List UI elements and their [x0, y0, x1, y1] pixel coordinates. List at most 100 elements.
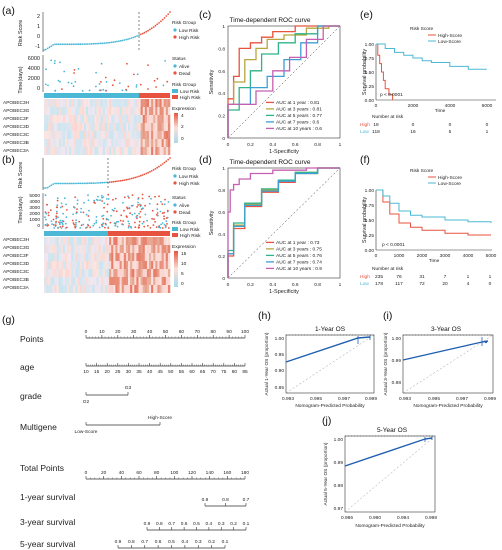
c-ylabel: Sensitivity [209, 69, 215, 94]
nomo-tick-label: 0.4 [182, 539, 189, 545]
heatmap-cell [79, 99, 83, 107]
b-gene: APOBEC3H [3, 237, 30, 243]
heatmap-cell [44, 253, 47, 261]
survival-point [63, 70, 66, 73]
heatmap-cell [54, 269, 57, 277]
heatmap-cell [90, 269, 93, 277]
heatmap-cell [153, 277, 156, 285]
heatmap-cell [102, 277, 106, 285]
a-legend-swatch-low [172, 89, 178, 93]
panel-g-label: (g) [2, 314, 15, 326]
heatmap-cell [46, 285, 49, 293]
heatmap-cell [163, 123, 167, 131]
heatmap-cell [123, 253, 127, 261]
heatmap-cell [138, 123, 141, 131]
heatmap-cell [50, 131, 53, 139]
heatmap-cell [125, 123, 129, 131]
heatmap-cell [54, 253, 57, 261]
heatmap-cell [88, 269, 91, 277]
heatmap-cell [90, 131, 93, 139]
heatmap-cell [157, 115, 160, 123]
survival-point [150, 197, 152, 200]
heatmap-cell [111, 269, 114, 277]
heatmap-cell [65, 269, 68, 277]
b-legend-title: Risk Group [172, 166, 196, 172]
heatmap-cell [48, 139, 51, 147]
heatmap-cell [56, 237, 59, 245]
survival-point [100, 62, 103, 65]
km-series-line [376, 189, 492, 223]
f-risk-cell: 178 [375, 281, 383, 287]
nomo-row-label: 5-year survival [20, 539, 75, 549]
heatmap-cell [155, 115, 158, 123]
survival-point [155, 226, 158, 229]
heatmap-cell [161, 253, 164, 261]
b-legend-title: Status [172, 195, 186, 201]
h-ylabel: Actual 1-Year OS (proportion) [264, 332, 270, 395]
heatmap-cell [92, 261, 95, 269]
e-ytick: 0.00 [365, 98, 375, 104]
heatmap-cell [155, 261, 158, 269]
heatmap-cell [94, 269, 97, 277]
f-risk-cell: 76 [396, 274, 402, 280]
heatmap-cell [75, 107, 78, 115]
heatmap-cell [90, 261, 93, 269]
heatmap-cell [98, 285, 101, 293]
heatmap-cell [146, 99, 150, 107]
heatmap-cell [115, 115, 118, 123]
heatmap-cell [58, 99, 62, 107]
heatmap-cell [163, 115, 167, 123]
nomo-tick-label: 85 [242, 369, 248, 375]
f-ytick: 1.00 [365, 188, 375, 194]
heatmap-cell [50, 123, 53, 131]
nomo-tick-label: 0.5 [193, 521, 200, 527]
heatmap-cell [100, 107, 104, 115]
heatmap-cell [65, 115, 68, 123]
heatmap-cell [142, 237, 146, 245]
heatmap-cell [44, 107, 47, 115]
heatmap-cell [123, 123, 127, 131]
heatmap-cell [52, 277, 55, 285]
heatmap-cell [56, 131, 59, 139]
nomo-grade-label: G2 [83, 399, 90, 405]
heatmap-cell [67, 269, 70, 277]
heatmap-cell [58, 245, 62, 253]
a-gene: APOBEC3D [3, 124, 30, 130]
survival-point [107, 218, 110, 221]
a-scatter-points [45, 59, 169, 92]
risk-point [74, 43, 76, 46]
heatmap-cell [96, 245, 99, 253]
risk-point [65, 43, 67, 46]
survival-point [103, 206, 105, 209]
heatmap-cell [67, 115, 70, 123]
heatmap-cell [151, 285, 154, 293]
risk-point [125, 178, 128, 181]
h-xtick: 0.993 [282, 396, 294, 402]
heatmap-cell [146, 253, 150, 261]
survival-point [128, 206, 131, 209]
a-legend-dot-alive [173, 64, 177, 68]
heatmap-cell [167, 131, 171, 139]
heatmap-cell [161, 131, 164, 139]
heatmap-cell [123, 107, 127, 115]
heatmap-cell [113, 245, 116, 253]
heatmap-cell [83, 277, 87, 285]
heatmap-cell [104, 123, 108, 131]
survival-point [162, 84, 165, 87]
panel-f: (f) Risk Score High-Score Low-Score 1.00… [360, 154, 497, 287]
survival-point [113, 79, 116, 82]
heatmap-cell [159, 237, 162, 245]
survival-point [57, 216, 59, 219]
b-heatmap [44, 237, 171, 293]
heatmap-cell [123, 269, 127, 277]
survival-point [95, 71, 97, 74]
heatmap-cell [54, 261, 57, 269]
a-expr-colorbar [174, 113, 178, 143]
heatmap-cell [163, 131, 167, 139]
heatmap-cell [123, 245, 127, 253]
survival-point [153, 218, 155, 221]
risk-point [54, 43, 56, 46]
survival-point [87, 194, 89, 197]
roc-legend-label: AUC at 10 years : 0.9 [276, 266, 322, 272]
